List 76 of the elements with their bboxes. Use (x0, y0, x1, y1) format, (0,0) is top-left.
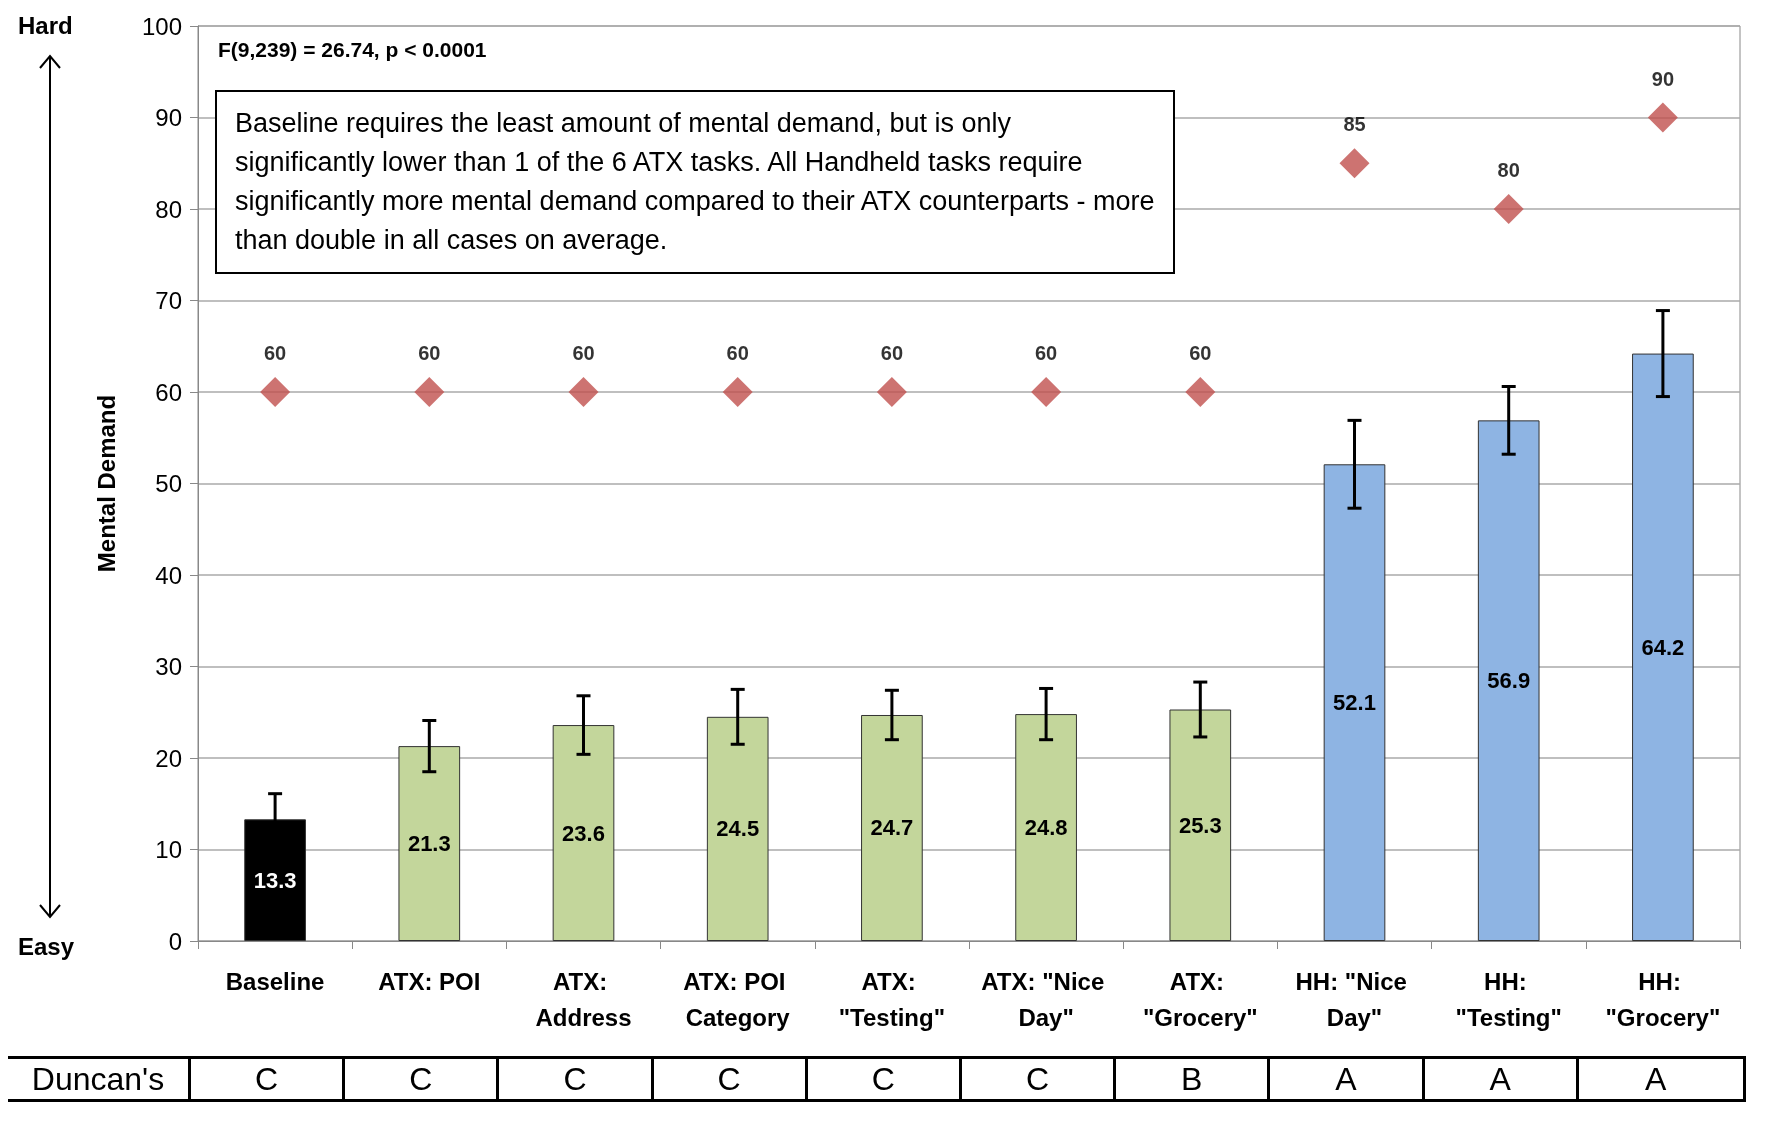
data-label: 85 (1343, 113, 1366, 136)
point (1647, 102, 1678, 133)
text: Easy (18, 933, 75, 961)
x-tick-label: ATX: Address (535, 967, 632, 1031)
x-tick-label: ATX: "Nice Day" (981, 967, 1111, 1031)
point (260, 377, 291, 407)
annotation: Baseline requires the least amount of mental demand, but is only significantly lower than 1 of the 6 ATX tasks. All Handheld tasks require significantly more mental demand compared to their ATX counterparts - more than double in all cases on average. (215, 90, 1175, 275)
bar (1632, 353, 1694, 941)
point (1031, 377, 1062, 407)
y-tick-label: 90 (155, 104, 182, 131)
point (1339, 148, 1370, 179)
text: C (191, 1059, 346, 1099)
bar (1323, 464, 1386, 941)
data-label: 21.3 (407, 831, 451, 857)
text: C (807, 1059, 962, 1099)
x-tick-label: ATX: POI Category (683, 967, 793, 1031)
point (1185, 377, 1216, 407)
y-tick-label: 70 (155, 287, 182, 314)
bar (1477, 420, 1540, 941)
y-tick-label: 80 (155, 195, 182, 223)
point (414, 377, 445, 407)
data-label: 60 (418, 342, 441, 364)
text: C (345, 1059, 500, 1099)
data-label: 24.7 (870, 815, 914, 841)
text: A (1270, 1059, 1425, 1099)
bar (398, 746, 461, 941)
text: A (1644, 1060, 1668, 1099)
text: B (1116, 1059, 1271, 1099)
text: Duncan's (8, 1059, 191, 1099)
bar (706, 716, 769, 941)
text: C (499, 1059, 654, 1099)
x-tick-label: HH: "Nice Day" (1295, 967, 1414, 1031)
data-label: 13.3 (253, 867, 297, 893)
bar (552, 725, 615, 941)
bar (861, 715, 923, 941)
y-tick-label: 40 (155, 561, 182, 589)
y-tick-label: 10 (155, 836, 182, 863)
annotation: F(9,239) = 26.74, p < 0.0001 (218, 38, 487, 62)
text: A (1424, 1059, 1579, 1099)
y-tick-label: 60 (155, 378, 182, 406)
text: Hard (18, 12, 73, 40)
x-tick-label: Baseline (225, 967, 325, 995)
y-tick-label: 0 (168, 927, 182, 955)
bar (1015, 714, 1077, 941)
data-label: 60 (572, 342, 595, 364)
point (1493, 194, 1524, 224)
text: C (653, 1059, 808, 1099)
data-label: 24.5 (716, 816, 760, 842)
data-label: 60 (263, 342, 287, 364)
point (568, 377, 599, 407)
data-label: 90 (1651, 67, 1675, 90)
data-label: 60 (880, 342, 904, 364)
data-label: 60 (726, 342, 749, 364)
x-tick-label: ATX: "Grocery" (1142, 967, 1258, 1031)
bar (1169, 709, 1232, 941)
data-label: 60 (1034, 342, 1058, 364)
x-tick-label: HH: "Testing" (1455, 967, 1562, 1031)
point (876, 377, 907, 407)
y-tick-label: 30 (155, 653, 182, 680)
data-label: 24.8 (1024, 815, 1068, 841)
text: C (961, 1059, 1117, 1099)
x-tick-label: ATX: POI (378, 967, 481, 995)
data-label: 60 (1189, 342, 1212, 364)
point (722, 377, 753, 407)
data-label: 80 (1497, 159, 1520, 181)
y-tick-label: 100 (141, 12, 182, 40)
data-label: 56.9 (1487, 668, 1531, 694)
data-label: 23.6 (562, 820, 605, 846)
y-tick-label: 20 (155, 744, 182, 772)
x-tick-label: ATX: "Testing" (838, 967, 946, 1031)
y-axis-title: Mental Demand (92, 394, 120, 573)
data-label: 52.1 (1333, 690, 1376, 716)
x-tick-label: HH: "Grocery" (1605, 967, 1721, 1031)
data-label: 25.3 (1178, 812, 1222, 838)
data-label: 64.2 (1641, 634, 1685, 660)
y-tick-label: 50 (155, 470, 182, 497)
